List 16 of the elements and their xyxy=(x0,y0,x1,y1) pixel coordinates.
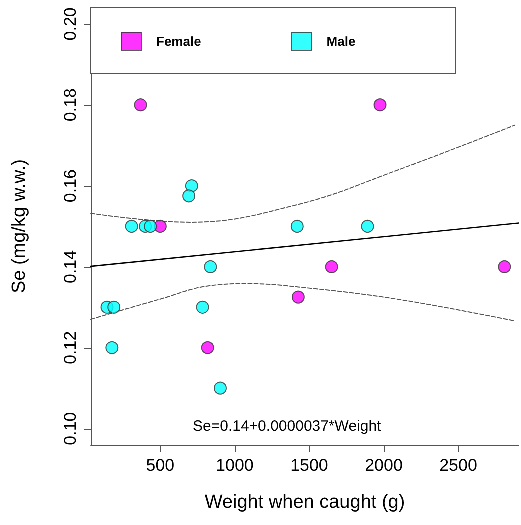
x-axis-title: Weight when caught (g) xyxy=(204,492,406,513)
y-tick-label: 0.18 xyxy=(61,88,80,122)
x-tick-label: 1500 xyxy=(290,456,328,475)
y-tick-label: 0.16 xyxy=(61,169,80,203)
y-tick-label: 0.12 xyxy=(61,331,80,364)
x-tick-label: 2500 xyxy=(440,456,478,475)
x-tick-label: 500 xyxy=(146,456,175,475)
annotation: Se=0.14+0.0000037*Weight xyxy=(193,418,382,435)
y-tick-label: 0.10 xyxy=(61,412,80,446)
legend-label: Female xyxy=(156,34,202,49)
x-tick-label: 2000 xyxy=(365,456,403,475)
y-axis-title: Se (mg/kg w.w.) xyxy=(9,159,30,294)
y-tick-label: 0.20 xyxy=(61,8,80,41)
y-tick-label: 0.14 xyxy=(61,250,80,284)
x-tick-label: 1000 xyxy=(216,456,254,475)
legend-label: Male xyxy=(326,34,356,49)
